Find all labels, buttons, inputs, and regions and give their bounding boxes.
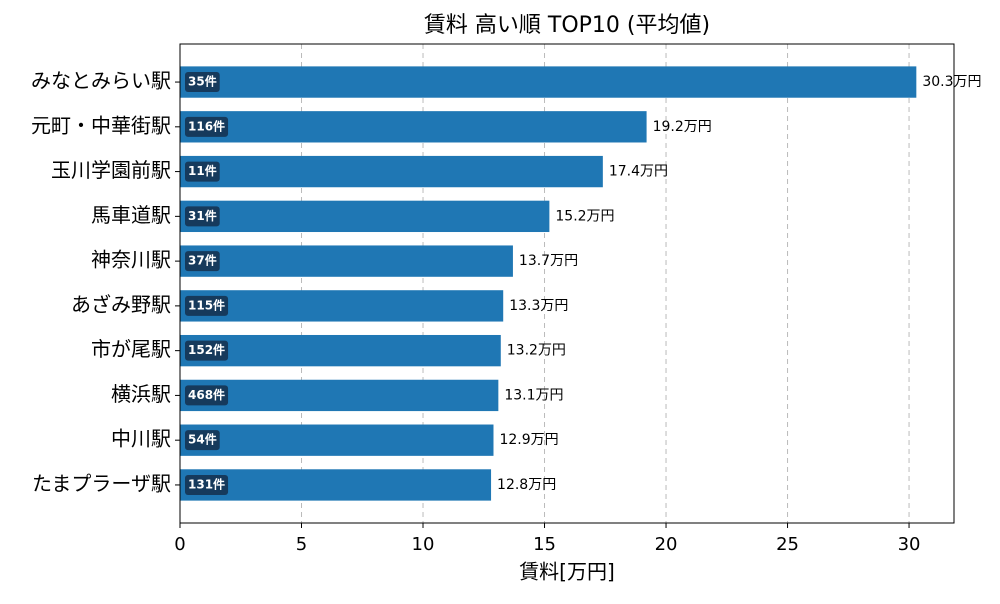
badge-label: 131件 xyxy=(188,476,225,491)
x-tick-label: 15 xyxy=(533,534,556,555)
x-tick-label: 20 xyxy=(655,534,678,555)
badge xyxy=(185,251,220,272)
bar xyxy=(180,111,647,143)
y-tick-label: 馬車道駅 xyxy=(91,203,171,227)
badge xyxy=(185,430,220,451)
badge-label: 11件 xyxy=(188,163,217,178)
badge-label: 35件 xyxy=(188,74,217,89)
badge-label: 152件 xyxy=(188,342,225,357)
value-label: 15.2万円 xyxy=(555,208,614,224)
bar xyxy=(180,469,492,501)
value-label: 19.2万円 xyxy=(653,119,712,135)
badge xyxy=(185,340,229,361)
y-tick-label: たまプラーザ駅 xyxy=(32,471,171,495)
badge-label: 54件 xyxy=(188,432,217,447)
y-tick-label: 横浜駅 xyxy=(111,382,171,406)
x-tick-label: 0 xyxy=(174,534,185,555)
badge xyxy=(185,161,220,182)
plot-frame xyxy=(179,43,955,524)
y-tick-label: 中川駅 xyxy=(111,427,171,451)
badge-label: 468件 xyxy=(188,387,225,402)
value-label: 13.7万円 xyxy=(519,253,578,269)
x-axis-label: 賃料[万円] xyxy=(519,560,615,584)
y-tick-label: 神奈川駅 xyxy=(91,248,171,272)
badge-label: 115件 xyxy=(188,297,225,312)
y-tick-label: みなとみらい駅 xyxy=(31,69,171,93)
value-label: 13.3万円 xyxy=(509,298,568,314)
bar xyxy=(180,155,603,188)
value-label: 12.8万円 xyxy=(497,477,556,493)
value-label: 13.1万円 xyxy=(504,387,563,403)
badge-label: 37件 xyxy=(188,253,217,268)
badge xyxy=(185,385,229,406)
value-label: 12.9万円 xyxy=(499,432,558,448)
x-tick-label: 30 xyxy=(898,534,921,555)
badge-label: 116件 xyxy=(188,118,225,133)
chart-title: 賃料 高い順 TOP10 (平均値) xyxy=(424,13,710,38)
bar xyxy=(180,334,501,367)
bar xyxy=(180,66,917,98)
x-tick-label: 5 xyxy=(296,534,307,555)
value-label: 30.3万円 xyxy=(922,74,981,90)
y-tick-label: 玉川学園前駅 xyxy=(51,158,171,182)
badge-label: 31件 xyxy=(188,208,217,223)
bar xyxy=(180,290,504,322)
bar xyxy=(180,245,513,277)
bar xyxy=(180,379,499,412)
badge xyxy=(185,206,220,227)
x-tick-label: 25 xyxy=(776,534,799,555)
y-tick-label: あざみ野駅 xyxy=(71,292,171,316)
badge xyxy=(185,116,229,137)
bar xyxy=(180,424,494,456)
value-label: 13.2万円 xyxy=(507,343,566,359)
badge xyxy=(185,72,220,93)
y-tick-label: 元町・中華街駅 xyxy=(31,113,171,137)
badge xyxy=(185,295,229,316)
bar xyxy=(180,200,550,233)
x-tick-label: 10 xyxy=(412,534,435,555)
badge xyxy=(185,474,229,495)
value-label: 17.4万円 xyxy=(609,164,668,180)
y-tick-label: 市が尾駅 xyxy=(91,337,171,361)
